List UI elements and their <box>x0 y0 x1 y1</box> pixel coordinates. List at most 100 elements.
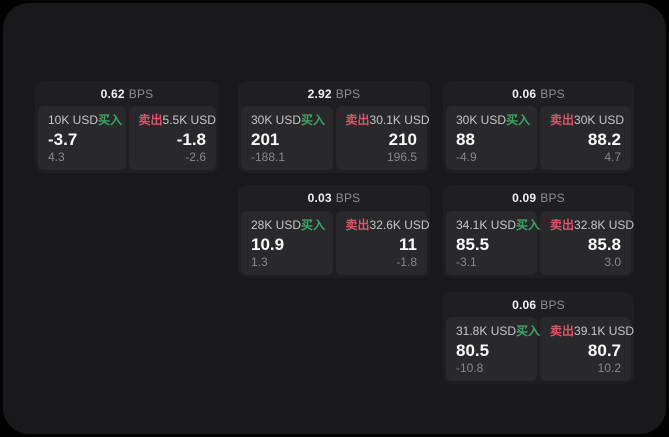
sell-amount: 30K USD <box>574 113 625 127</box>
card-body: 28K USD 买入 10.9 1.3 卖出 32.6K USD 11 -1.8 <box>241 211 430 275</box>
sell-amount: 39.1K USD <box>574 324 635 338</box>
buy-price: 201 <box>251 130 280 149</box>
sell-delta: 4.7 <box>604 150 621 164</box>
buy-price: -3.7 <box>48 130 78 149</box>
sell-price: 210 <box>388 130 417 149</box>
bps-value: 2.92 <box>307 86 332 101</box>
bps-value: 0.09 <box>512 191 537 205</box>
bps-unit-label: BPS <box>540 191 565 205</box>
sell-side-tag: 卖出 <box>345 218 370 232</box>
buy-delta: -10.8 <box>456 361 484 375</box>
buy-side-tag: 买入 <box>301 218 326 232</box>
sell-tile-top-row: 卖出 30K USD <box>550 113 625 127</box>
buy-side-tag: 买入 <box>98 113 123 127</box>
sell-tile-top-row: 卖出 32.6K USD <box>345 218 430 232</box>
sell-side-tag: 卖出 <box>550 113 575 127</box>
buy-amount: 30K USD <box>456 113 507 127</box>
card-body: 34.1K USD 买入 85.5 -3.1 卖出 32.8K USD 85.8… <box>446 211 634 275</box>
bps-unit-label: BPS <box>128 86 154 101</box>
quote-card: 0.06 BPS 30K USD 买入 88 -4.9 卖出 30K USD 8… <box>443 81 634 173</box>
buy-delta: 1.3 <box>251 255 268 269</box>
sell-tile-top-row: 卖出 5.5K USD <box>138 113 216 127</box>
sell-quote-tile[interactable]: 卖出 30.1K USD 210 196.5 <box>335 106 430 170</box>
sell-price: -1.8 <box>176 130 206 149</box>
sell-amount: 30.1K USD <box>369 113 430 127</box>
buy-side-tag: 买入 <box>516 324 541 338</box>
quote-card: 0.09 BPS 34.1K USD 买入 85.5 -3.1 卖出 32.8K… <box>443 185 634 278</box>
bps-unit-label: BPS <box>335 191 361 205</box>
card-body: 30K USD 买入 88 -4.9 卖出 30K USD 88.2 4.7 <box>446 106 631 170</box>
bps-value: 0.03 <box>307 191 332 205</box>
sell-price: 11 <box>399 235 417 254</box>
buy-tile-top-row: 34.1K USD 买入 <box>456 218 540 232</box>
sell-tile-top-row: 卖出 30.1K USD <box>345 113 430 127</box>
sell-quote-tile[interactable]: 卖出 30K USD 88.2 4.7 <box>540 106 631 170</box>
buy-amount: 28K USD <box>251 218 302 232</box>
buy-tile-top-row: 30K USD 买入 <box>456 113 531 127</box>
bps-unit-label: BPS <box>540 86 565 101</box>
sell-delta: -1.8 <box>396 255 417 269</box>
buy-price: 80.5 <box>456 341 490 360</box>
quote-card: 2.92 BPS 30K USD 买入 201 -188.1 卖出 30.1K … <box>238 81 430 173</box>
sell-price: 80.7 <box>587 341 621 360</box>
quote-card: 0.03 BPS 28K USD 买入 10.9 1.3 卖出 32.6K US… <box>238 185 430 278</box>
quote-card: 0.06 BPS 31.8K USD 买入 80.5 -10.8 卖出 39.1… <box>443 292 634 384</box>
sell-tile-top-row: 卖出 32.8K USD <box>550 218 634 232</box>
card-body: 30K USD 买入 201 -188.1 卖出 30.1K USD 210 1… <box>241 106 430 170</box>
buy-side-tag: 买入 <box>301 113 326 127</box>
bps-value: 0.06 <box>512 297 537 312</box>
buy-amount: 30K USD <box>251 113 302 127</box>
sell-tile-top-row: 卖出 39.1K USD <box>550 324 634 338</box>
sell-amount: 5.5K USD <box>162 113 216 127</box>
sell-quote-tile[interactable]: 卖出 39.1K USD 80.7 10.2 <box>540 317 634 381</box>
bps-value: 0.06 <box>512 86 537 101</box>
buy-quote-tile[interactable]: 10K USD 买入 -3.7 4.3 <box>38 106 126 170</box>
sell-side-tag: 卖出 <box>345 113 370 127</box>
buy-side-tag: 买入 <box>516 218 541 232</box>
buy-delta: 4.3 <box>48 150 65 164</box>
bps-value: 0.62 <box>100 86 125 101</box>
buy-quote-tile[interactable]: 30K USD 买入 88 -4.9 <box>446 106 537 170</box>
sell-quote-tile[interactable]: 卖出 32.8K USD 85.8 3.0 <box>540 211 634 275</box>
card-body: 10K USD 买入 -3.7 4.3 卖出 5.5K USD -1.8 -2.… <box>38 106 216 170</box>
buy-price: 10.9 <box>251 235 285 254</box>
sell-delta: 10.2 <box>597 361 621 375</box>
sell-side-tag: 卖出 <box>138 113 163 127</box>
bps-unit-label: BPS <box>335 86 361 101</box>
card-bps-header: 0.03 BPS <box>241 185 427 211</box>
buy-tile-top-row: 31.8K USD 买入 <box>456 324 540 338</box>
buy-tile-top-row: 28K USD 买入 <box>251 218 326 232</box>
app-panel: 0.62 BPS 10K USD 买入 -3.7 4.3 卖出 5.5K USD… <box>3 3 666 434</box>
sell-amount: 32.8K USD <box>574 218 635 232</box>
card-bps-header: 0.06 BPS <box>446 292 631 317</box>
buy-price: 88 <box>456 130 475 149</box>
sell-price: 85.8 <box>587 235 621 254</box>
buy-quote-tile[interactable]: 31.8K USD 买入 80.5 -10.8 <box>446 317 540 381</box>
buy-amount: 34.1K USD <box>456 218 517 232</box>
buy-quote-tile[interactable]: 30K USD 买入 201 -188.1 <box>241 106 333 170</box>
buy-quote-tile[interactable]: 28K USD 买入 10.9 1.3 <box>241 211 333 275</box>
card-bps-header: 0.09 BPS <box>446 185 631 211</box>
sell-amount: 32.6K USD <box>369 218 430 232</box>
sell-quote-tile[interactable]: 卖出 5.5K USD -1.8 -2.6 <box>128 106 216 170</box>
sell-quote-tile[interactable]: 卖出 32.6K USD 11 -1.8 <box>335 211 430 275</box>
sell-delta: -2.6 <box>185 150 206 164</box>
bps-unit-label: BPS <box>540 297 565 312</box>
buy-price: 85.5 <box>456 235 490 254</box>
sell-price: 88.2 <box>587 130 621 149</box>
sell-side-tag: 卖出 <box>550 324 575 338</box>
quote-card: 0.62 BPS 10K USD 买入 -3.7 4.3 卖出 5.5K USD… <box>35 81 219 173</box>
card-bps-header: 0.06 BPS <box>446 81 631 106</box>
buy-amount: 31.8K USD <box>456 324 517 338</box>
sell-delta: 3.0 <box>604 255 621 269</box>
buy-amount: 10K USD <box>48 113 99 127</box>
buy-quote-tile[interactable]: 34.1K USD 买入 85.5 -3.1 <box>446 211 540 275</box>
buy-side-tag: 买入 <box>506 113 531 127</box>
card-bps-header: 2.92 BPS <box>241 81 427 106</box>
sell-delta: 196.5 <box>386 150 417 164</box>
buy-delta: -188.1 <box>251 150 286 164</box>
sell-side-tag: 卖出 <box>550 218 575 232</box>
card-body: 31.8K USD 买入 80.5 -10.8 卖出 39.1K USD 80.… <box>446 317 634 381</box>
buy-delta: -4.9 <box>456 150 477 164</box>
